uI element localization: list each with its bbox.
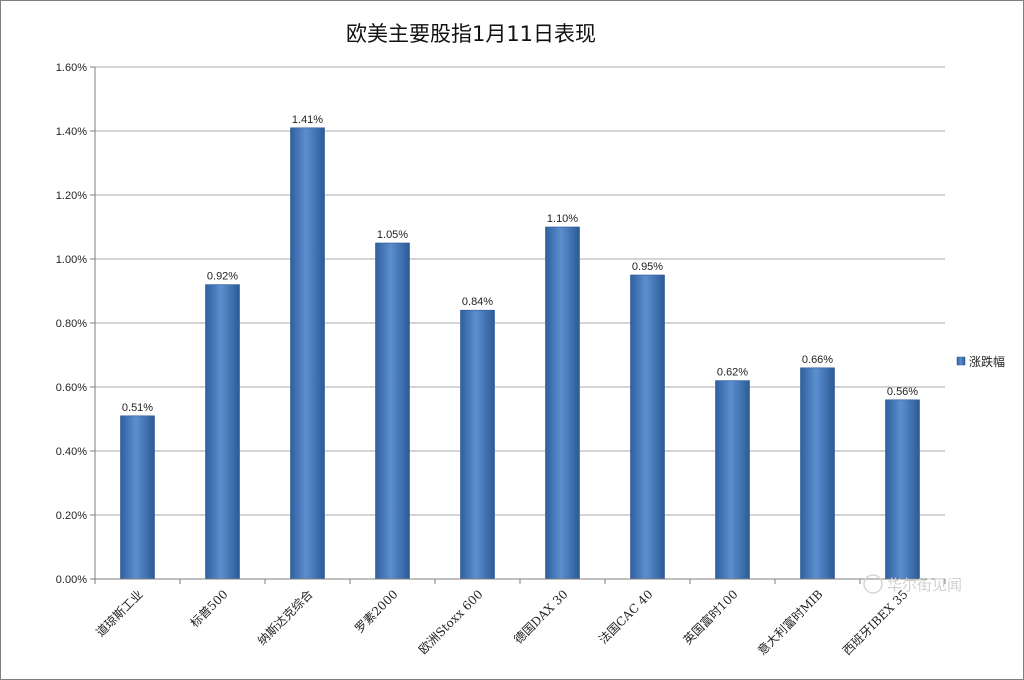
y-tick-label: 1.20%	[56, 190, 87, 202]
data-label: 0.92%	[207, 271, 238, 283]
data-label: 1.10%	[547, 213, 578, 225]
y-tick-label: 1.40%	[56, 126, 87, 138]
x-tick-label: 道琼斯工业	[93, 587, 146, 640]
bar	[715, 380, 750, 580]
legend-swatch	[956, 356, 966, 366]
y-tick-label: 0.40%	[56, 446, 87, 458]
data-label: 0.95%	[632, 261, 663, 273]
bars: 0.51% 0.92% 1.41% 1.05% 0.84% 1.10% 0.95% 0.62%…	[120, 114, 920, 580]
bar	[885, 399, 920, 580]
watermark-text: 华尔街见闻	[887, 576, 962, 594]
x-tick-label: 纳斯达克综合	[254, 587, 316, 649]
bar	[460, 309, 495, 580]
bar	[630, 274, 665, 580]
x-tick-label: 德国DAX 30	[511, 587, 571, 647]
x-tick-label: 意大利富时MIB	[754, 586, 825, 657]
chart-title: 欧美主要股指1月11日表现	[346, 22, 596, 46]
legend-label: 涨跌幅	[969, 354, 1005, 369]
legend: 涨跌幅	[956, 354, 1005, 369]
bar	[205, 284, 240, 580]
y-tick-label: 0.60%	[56, 382, 87, 394]
data-label: 0.62%	[717, 367, 748, 379]
y-axis: 0.00% 0.20% 0.40% 0.60% 0.80% 1.00% 1.20% 1.40%…	[56, 62, 96, 586]
x-axis: 道琼斯工业 标普500 纳斯达克综合 罗素2000 欧洲Stoxx 600 德国DAX 3…	[93, 578, 946, 658]
watermark-logo-icon	[863, 574, 883, 594]
bar	[120, 415, 155, 580]
y-tick-label: 0.20%	[56, 510, 87, 522]
x-tick-label: 欧洲Stoxx 600	[416, 587, 486, 657]
bar	[290, 127, 325, 580]
y-tick-label: 1.60%	[56, 62, 87, 74]
x-tick-label: 罗素2000	[352, 587, 400, 635]
bar	[375, 242, 410, 580]
x-tick-label: 英国富时100	[680, 587, 741, 648]
data-label: 0.66%	[802, 354, 833, 366]
data-label: 0.56%	[887, 386, 918, 398]
y-tick-label: 0.80%	[56, 318, 87, 330]
x-tick-label: 西班牙IBEX 35	[840, 587, 911, 658]
data-label: 1.05%	[377, 229, 408, 241]
y-tick-label: 1.00%	[56, 254, 87, 266]
bar	[800, 367, 835, 580]
data-label: 0.51%	[122, 402, 153, 414]
x-tick-label: 法国CAC 40	[596, 587, 655, 646]
y-tick-label: 0.00%	[56, 574, 87, 586]
x-tick-label: 标普500	[188, 587, 231, 630]
bar	[545, 226, 580, 580]
data-label: 1.41%	[292, 114, 323, 126]
watermark: 华尔街见闻	[863, 574, 962, 594]
data-label: 0.84%	[462, 296, 493, 308]
